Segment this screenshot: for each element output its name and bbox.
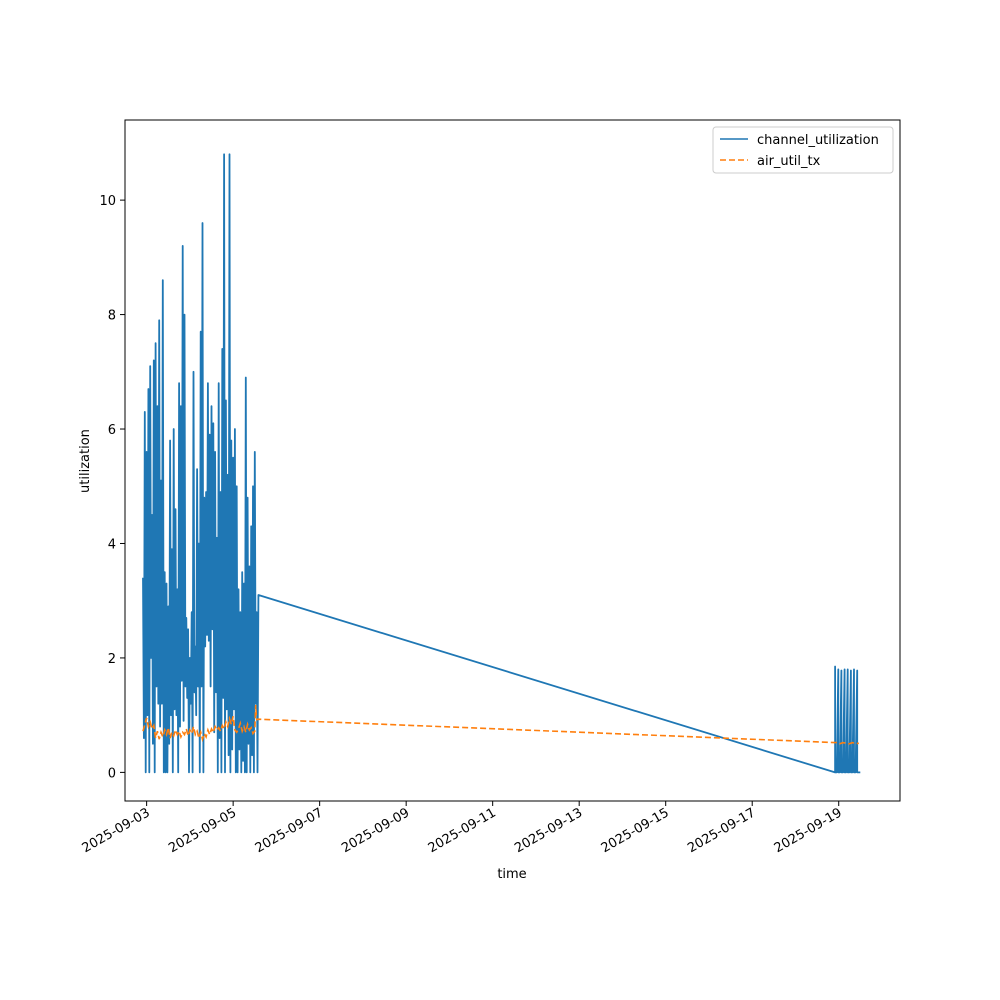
series-layer: [142, 153, 861, 774]
x-axis-label: time: [497, 867, 526, 882]
legend-label-channel-utilization: channel_utilization: [757, 133, 879, 148]
plot-frame: [124, 119, 901, 802]
y-axis-label: utilization: [78, 429, 93, 493]
y-tick-label: 0: [108, 766, 116, 781]
y-tick-label: 8: [108, 309, 116, 324]
y-tick-label: 10: [99, 194, 116, 209]
series-line-air-util-tx: [142, 704, 859, 745]
y-tick-label: 4: [108, 537, 116, 552]
y-tick-label: 2: [108, 652, 116, 667]
legend: channel_utilization air_util_tx: [712, 126, 894, 174]
y-axis: 0 2 4 6 8 10: [99, 194, 125, 781]
legend-label-air-util-tx: air_util_tx: [757, 154, 821, 169]
y-tick-label: 6: [108, 423, 116, 438]
series-line-channel-utilization: [142, 153, 861, 774]
legend-box: [712, 126, 894, 174]
